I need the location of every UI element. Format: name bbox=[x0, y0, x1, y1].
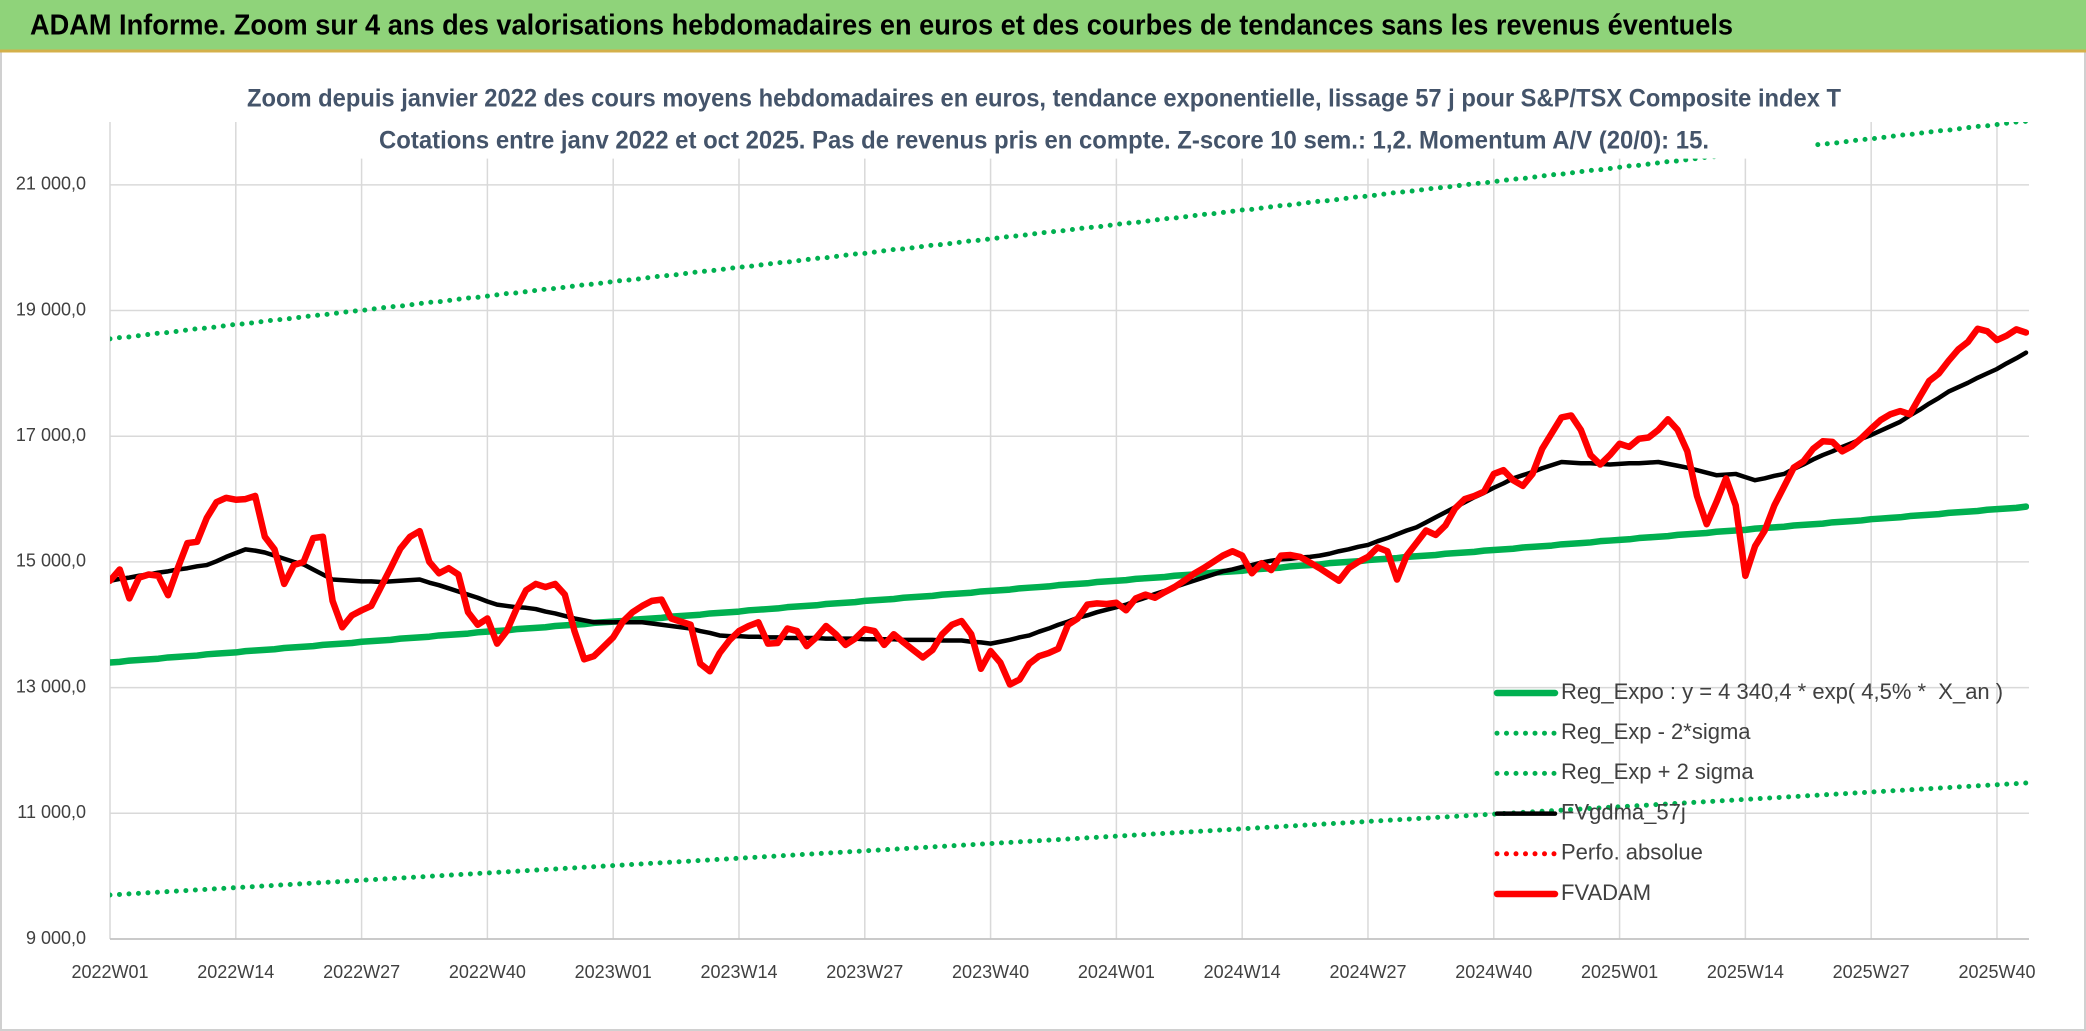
legend-label: FVgdma_57j bbox=[1561, 799, 1686, 824]
legend-label: Reg_Exp - 2*sigma bbox=[1561, 719, 1751, 744]
y-tick-label: 21 000,0 bbox=[16, 174, 86, 194]
y-tick-label: 9 000,0 bbox=[26, 928, 86, 948]
x-tick-label: 2024W40 bbox=[1455, 962, 1532, 982]
x-tick-label: 2023W40 bbox=[952, 962, 1029, 982]
x-tick-label: 2023W01 bbox=[575, 962, 652, 982]
legend-label: Reg_Expo : y = 4 340,4 * exp( 4,5% * X_a… bbox=[1561, 679, 2003, 704]
x-tick-label: 2025W27 bbox=[1833, 962, 1910, 982]
series-line bbox=[110, 503, 2029, 666]
legend: Reg_Expo : y = 4 340,4 * exp( 4,5% * X_a… bbox=[1493, 679, 2003, 905]
title-background bbox=[241, 80, 1811, 159]
x-tick-label: 2023W14 bbox=[700, 962, 777, 982]
x-tick-label: 2024W14 bbox=[1204, 962, 1281, 982]
x-tick-label: 2022W01 bbox=[71, 962, 148, 982]
x-tick-label: 2025W40 bbox=[1958, 962, 2035, 982]
legend-label: Reg_Exp + 2 sigma bbox=[1561, 759, 1754, 784]
y-tick-label: 13 000,0 bbox=[16, 676, 86, 696]
y-tick-label: 11 000,0 bbox=[17, 802, 86, 822]
y-tick-label: 17 000,0 bbox=[16, 425, 86, 445]
legend-label: Perfo. absolue bbox=[1561, 840, 1703, 865]
axes: 9 000,0 11 000,0 13 000,0 15 000,0 17 000,0 1… bbox=[16, 174, 2036, 982]
y-tick-label: 15 000,0 bbox=[16, 551, 86, 571]
series-line bbox=[110, 780, 2029, 898]
x-tick-label: 2022W14 bbox=[197, 962, 274, 982]
chart-title: Zoom depuis janvier 2022 des cours moyen… bbox=[247, 85, 1841, 113]
x-tick-label: 2024W27 bbox=[1329, 962, 1406, 982]
x-tick-label: 2025W01 bbox=[1581, 962, 1658, 982]
banner bbox=[0, 0, 2086, 51]
x-tick-label: 2024W01 bbox=[1078, 962, 1155, 982]
x-tick-label: 2022W27 bbox=[323, 962, 400, 982]
legend-label: FVADAM bbox=[1561, 880, 1651, 905]
banner-title: ADAM Informe. Zoom sur 4 ans des valoris… bbox=[30, 10, 1733, 42]
x-tick-label: 2022W40 bbox=[449, 962, 526, 982]
x-tick-label: 2023W27 bbox=[826, 962, 903, 982]
y-tick-label: 19 000,0 bbox=[16, 299, 86, 319]
chart-subtitle: Cotations entre janv 2022 et oct 2025. P… bbox=[379, 127, 1709, 155]
series-line bbox=[110, 325, 2029, 688]
x-tick-label: 2025W14 bbox=[1707, 962, 1784, 982]
